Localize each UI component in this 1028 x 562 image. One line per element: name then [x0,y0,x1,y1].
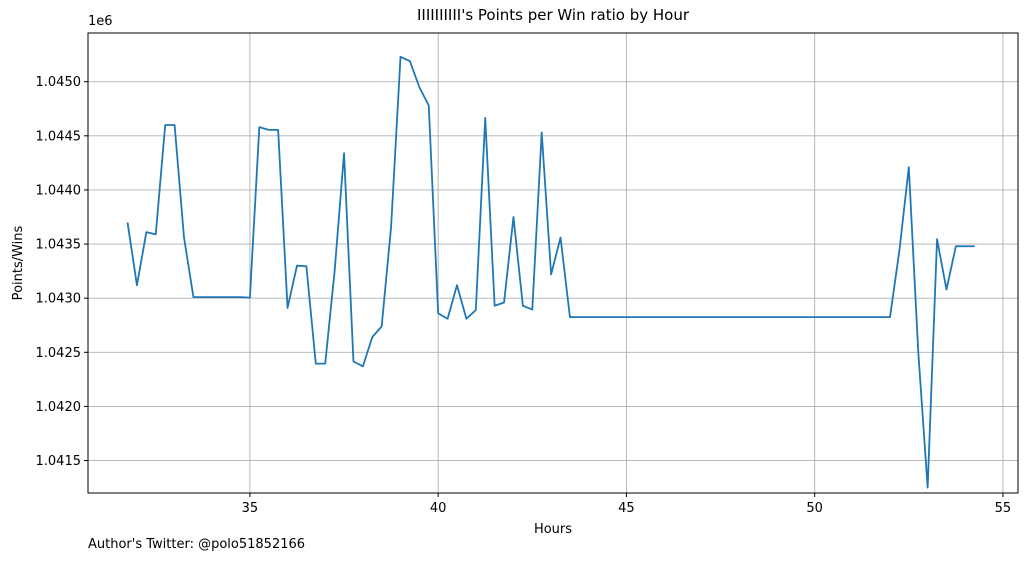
y-offset-label: 1e6 [88,14,113,29]
x-tick-label: 45 [618,501,635,516]
x-tick-label: 35 [242,501,259,516]
x-tick-label: 55 [995,501,1012,516]
y-tick-label: 1.0430 [36,292,82,307]
y-axis-label: Points/Wins [11,225,26,300]
series-line [126,55,975,489]
y-tick-label: 1.0420 [36,400,82,415]
x-tick-label: 50 [806,501,823,516]
plot-frame [87,32,1019,494]
y-tick-label: 1.0450 [36,75,82,90]
y-tick-label: 1.0415 [36,454,82,469]
x-axis-label: Hours [534,522,572,537]
y-tick-label: 1.0440 [36,183,82,198]
y-tick-label: 1.0445 [36,129,82,144]
x-axis: 35 40 45 50 55 [242,493,1012,516]
y-tick-label: 1.0435 [36,238,82,253]
chart-title: IIIIIIIIII's Points per Win ratio by Hou… [416,6,690,24]
y-tick-label: 1.0425 [36,346,82,361]
x-tick-label: 40 [430,501,447,516]
grid-lines [88,33,1018,493]
author-credit: Author's Twitter: @polo51852166 [88,537,306,552]
y-axis: 1.0415 1.0420 1.0425 1.0430 1.0435 1.0440 1.04… [36,75,88,469]
